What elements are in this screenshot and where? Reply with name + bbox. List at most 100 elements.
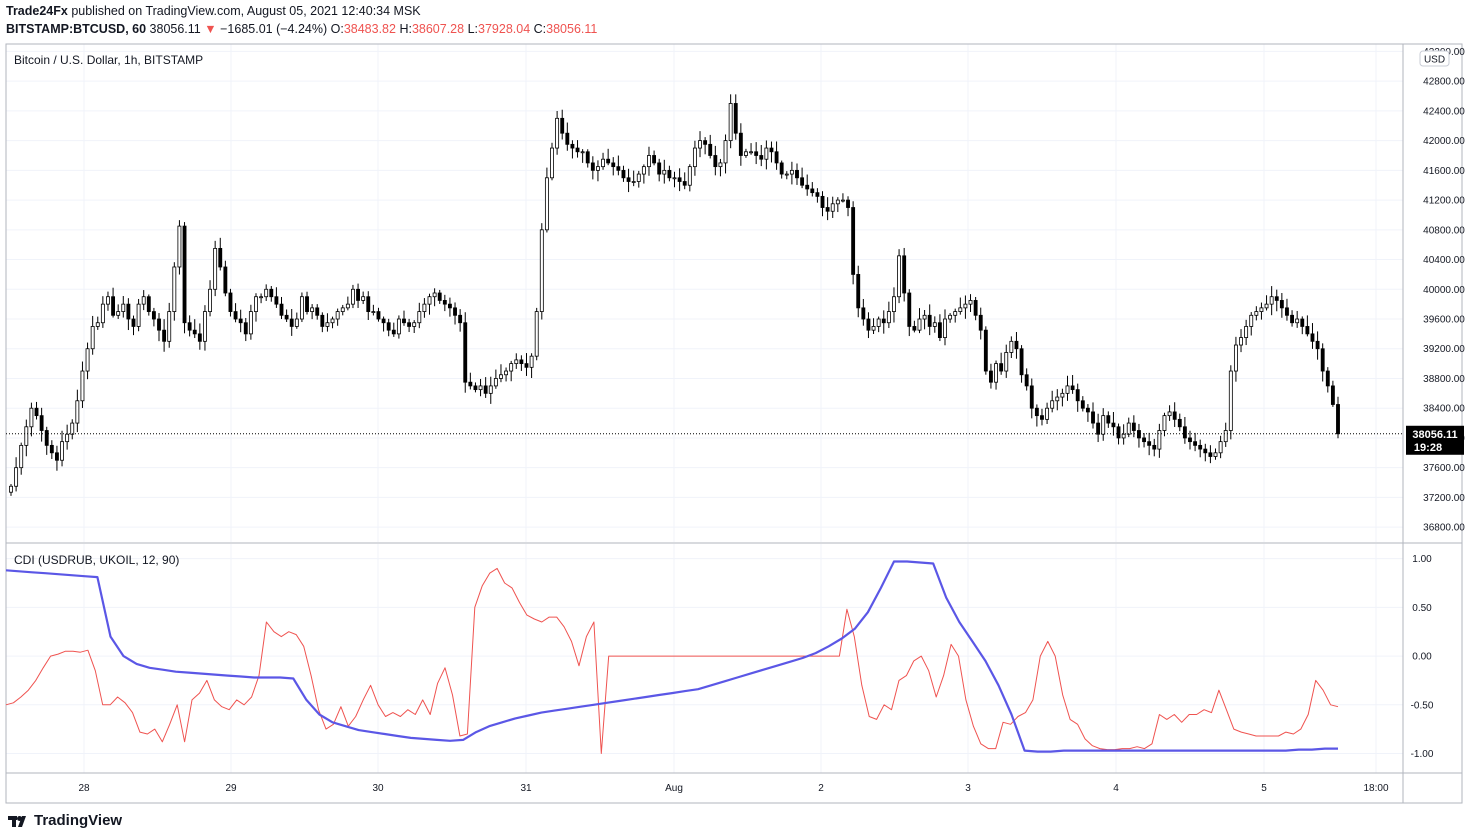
candle-body <box>927 314 932 327</box>
price-tick-label: 37200.00 <box>1423 493 1465 504</box>
candle-body <box>1019 348 1024 376</box>
candle-body <box>371 311 376 313</box>
candle-body <box>626 177 631 182</box>
candle-body <box>1239 337 1243 346</box>
candle-body <box>1131 422 1136 431</box>
currency-badge[interactable] <box>1419 50 1450 67</box>
time-tick-label: 3 <box>965 783 971 794</box>
candle-body <box>126 303 131 320</box>
candle-body <box>539 229 544 312</box>
candle-body <box>1249 314 1254 327</box>
candle-body <box>49 444 54 454</box>
candle-body <box>1116 426 1121 439</box>
candle-body <box>1157 430 1162 450</box>
candle-body <box>621 169 626 179</box>
candle-body <box>504 370 509 376</box>
candle-body <box>85 348 90 372</box>
candle-body <box>606 158 611 164</box>
candle-body <box>473 385 478 391</box>
candle-body <box>284 314 289 320</box>
candle-body <box>19 444 24 469</box>
candle-body <box>1024 374 1029 387</box>
candle-body <box>361 296 366 301</box>
candle-body <box>1167 411 1172 417</box>
candle-body <box>264 288 269 298</box>
price-tick-label: 41200.00 <box>1423 196 1465 207</box>
candle-body <box>1320 348 1325 372</box>
footer-brand[interactable]: TradingView <box>8 812 122 829</box>
candle-body <box>447 303 452 309</box>
candle-body <box>1295 318 1300 324</box>
candle-body <box>973 300 978 316</box>
ticker-line: BITSTAMP:BTCUSD, 60 38056.11 ▼ −1685.01 … <box>6 22 597 36</box>
candle-body <box>24 426 29 446</box>
candle-body <box>458 314 463 324</box>
candle-body <box>1336 404 1340 435</box>
candle-body <box>453 307 457 316</box>
candle-body <box>902 255 907 294</box>
candle-body <box>478 385 483 391</box>
price-tick-label: 38400.00 <box>1423 404 1465 415</box>
currency-label: USD <box>1424 55 1445 66</box>
candle-body <box>279 303 284 316</box>
price-tick-label: 39200.00 <box>1423 344 1465 355</box>
candle-body <box>197 333 202 342</box>
candle-body <box>667 169 672 179</box>
candle-body <box>381 318 386 324</box>
candle-body <box>580 151 585 154</box>
candle-body <box>519 359 524 365</box>
candle-body <box>1126 422 1131 435</box>
candle-body <box>432 292 437 298</box>
candle-body <box>136 303 141 327</box>
candle-body <box>703 140 708 145</box>
candle-body <box>1177 418 1182 428</box>
candle-body <box>1233 344 1238 372</box>
time-axis[interactable]: 28 29 30 31 Aug 2 3 4 5 18:00 <box>78 783 1389 794</box>
candle-body <box>1050 400 1055 409</box>
candle-body <box>611 162 616 168</box>
candle-body <box>978 314 983 331</box>
candle-body <box>1203 448 1208 454</box>
cdi-lines <box>5 560 1339 754</box>
candle-body <box>483 385 488 394</box>
candle-body <box>340 307 345 312</box>
time-tick-label: Aug <box>665 783 683 794</box>
ticker-symbol[interactable]: BITSTAMP:BTCUSD, 60 <box>6 22 147 36</box>
candle-body <box>754 151 759 156</box>
candle-body <box>1305 326 1310 335</box>
ticker-change: −1685.01 (−4.24%) <box>220 22 328 36</box>
candle-body <box>544 177 549 231</box>
candle-body <box>330 318 335 324</box>
candle-body <box>427 296 432 305</box>
ind-tick-label: 0.50 <box>1412 603 1432 614</box>
ticker-low: 37928.04 <box>478 22 531 36</box>
candle-body <box>1142 437 1146 443</box>
down-arrow-icon: ▼ <box>204 22 217 36</box>
time-tick-label: 2 <box>818 783 824 794</box>
candle-body <box>1325 370 1330 387</box>
candle-body <box>70 422 75 435</box>
ticker-low-label: L: <box>467 22 479 36</box>
candle-body <box>575 147 580 153</box>
publisher-text: published on TradingView.com, August 05,… <box>67 4 421 18</box>
candle-body <box>1004 352 1009 372</box>
last-price-label: 38056.11 <box>1412 429 1457 441</box>
price-tick-label: 37600.00 <box>1423 463 1465 474</box>
candle-body <box>1040 415 1044 420</box>
price-axis[interactable]: 36800.0037200.0037600.0038000.0038400.00… <box>1411 47 1466 760</box>
price-tick-label: 38800.00 <box>1423 374 1465 385</box>
candle-body <box>95 322 100 327</box>
candle-body <box>315 307 320 316</box>
candle-body <box>29 407 34 428</box>
time-tick-label: 30 <box>372 783 384 794</box>
candle-body <box>223 266 228 294</box>
candle-body <box>422 303 427 312</box>
candle-body <box>167 311 172 342</box>
candle-body <box>687 166 692 186</box>
candle-body <box>641 166 646 175</box>
candle-body <box>274 296 279 305</box>
publisher-name[interactable]: Trade24Fx <box>6 4 68 18</box>
candle-body <box>310 307 315 312</box>
candle-body <box>34 407 39 417</box>
